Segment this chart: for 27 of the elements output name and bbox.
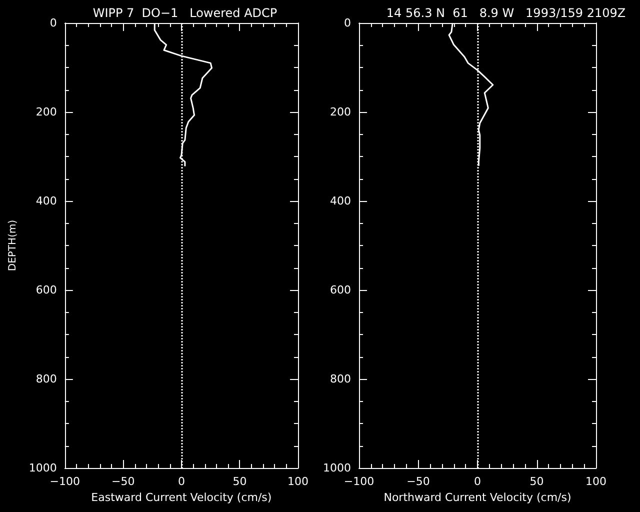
x-tick-label: 100 (586, 475, 606, 488)
x-tick-label: −50 (406, 475, 430, 488)
y-tick-label: 200 (330, 106, 351, 118)
y-tick-label: 0 (344, 16, 351, 30)
y-tick-label: 1000 (28, 462, 57, 474)
x-tick-label: 0 (474, 475, 481, 488)
x-tick-label: 50 (232, 475, 247, 488)
x-axis-title: Eastward Current Velocity (cm/s) (91, 491, 272, 504)
y-tick-label: 800 (36, 372, 57, 386)
chart-title: WIPP 7 DO−1 Lowered ADCP (92, 6, 278, 20)
y-tick-label: 400 (330, 194, 351, 208)
y-tick-label: 800 (330, 372, 351, 386)
y-axis-title: DEPTH(m) (8, 220, 18, 272)
x-tick-label: 100 (288, 475, 308, 488)
y-tick-label: 600 (36, 284, 57, 296)
y-tick-label: 200 (36, 106, 57, 118)
y-tick-label: 400 (36, 194, 57, 208)
y-tick-label: 600 (330, 284, 351, 296)
x-tick-label: 0 (178, 475, 185, 488)
y-tick-label: 0 (50, 16, 57, 30)
y-tick-label: 1000 (323, 462, 351, 474)
x-tick-label: −50 (112, 475, 135, 488)
x-tick-label: −100 (344, 475, 374, 488)
x-tick-label: −100 (50, 475, 80, 488)
x-tick-label: 50 (530, 475, 544, 488)
chart-title: 14 56.3 N 61 8.9 W 1993/159 2109Z (386, 6, 626, 20)
x-axis-title: Northward Current Velocity (cm/s) (384, 491, 572, 504)
